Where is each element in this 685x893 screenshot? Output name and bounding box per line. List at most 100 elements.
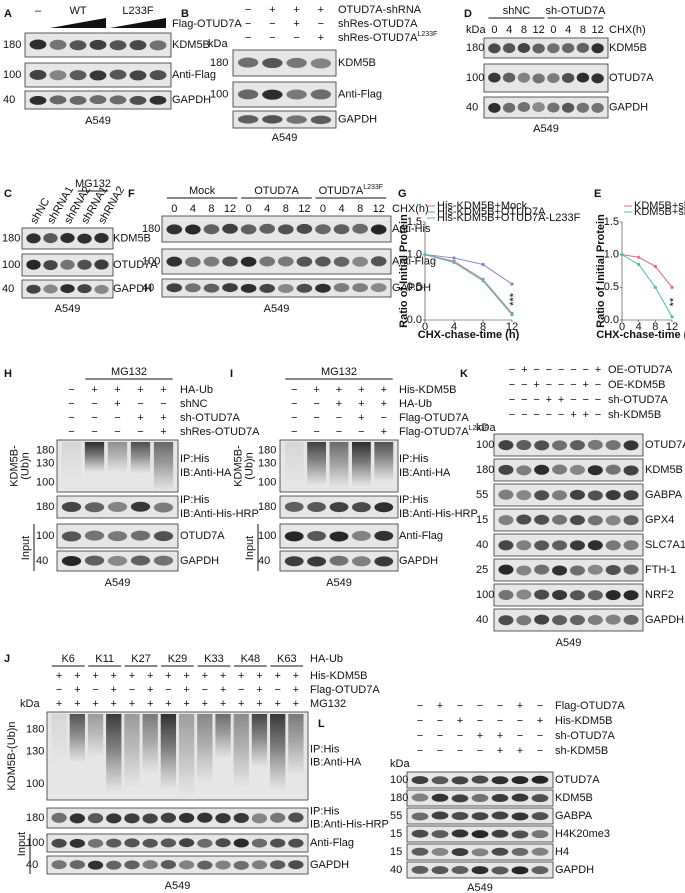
condition-sign: − bbox=[521, 394, 527, 406]
mw-marker: 40 bbox=[3, 94, 15, 106]
protein-band bbox=[411, 847, 429, 856]
time-label: 4 bbox=[506, 24, 512, 36]
protein-band bbox=[516, 540, 532, 551]
blot-label: IB:Anti-His-HRP bbox=[399, 508, 478, 520]
protein-band bbox=[288, 860, 304, 870]
blot-label: IP:His bbox=[310, 805, 340, 817]
protein-band bbox=[451, 829, 469, 838]
protein-band bbox=[451, 812, 469, 821]
protein-band bbox=[315, 256, 331, 267]
blot-label: GAPDH bbox=[645, 614, 684, 626]
protein-band bbox=[576, 42, 590, 53]
protein-band bbox=[552, 615, 568, 626]
time-label: 4 bbox=[338, 203, 344, 215]
data-point bbox=[653, 264, 657, 269]
condition-sign: − bbox=[91, 398, 97, 410]
condition-sign: − bbox=[291, 426, 297, 438]
blot-label: IB:Anti-HA bbox=[399, 467, 451, 479]
protein-band bbox=[284, 501, 304, 512]
condition-sign: − bbox=[533, 364, 539, 376]
protein-band bbox=[370, 256, 387, 267]
protein-band bbox=[451, 776, 469, 785]
group-label-sup: L233F bbox=[363, 184, 383, 191]
condition-sign: − bbox=[570, 364, 576, 376]
blot-label: OTUD7A bbox=[113, 259, 158, 271]
mw-marker: 15 bbox=[390, 828, 402, 840]
panel-letter: A bbox=[4, 8, 12, 20]
protein-band bbox=[587, 590, 603, 601]
protein-band bbox=[511, 793, 529, 802]
ub-smear bbox=[307, 442, 327, 486]
protein-band bbox=[94, 259, 109, 270]
ub-smear bbox=[160, 714, 177, 790]
protein-band bbox=[284, 531, 304, 542]
protein-band bbox=[516, 440, 532, 451]
condition-label: Flag-OTUD7A bbox=[555, 700, 625, 712]
condition-sign: + bbox=[497, 730, 503, 742]
condition-sign: − bbox=[537, 730, 543, 742]
condition-sign: + bbox=[381, 384, 387, 396]
protein-band bbox=[69, 838, 85, 848]
condition-sign: − bbox=[336, 426, 342, 438]
input-label: Input bbox=[16, 832, 28, 856]
protein-band bbox=[471, 866, 489, 875]
protein-band bbox=[286, 57, 307, 68]
condition-sign: + bbox=[546, 394, 552, 406]
time-label: 8 bbox=[580, 24, 586, 36]
protein-band bbox=[333, 256, 350, 267]
condition-sign: − bbox=[114, 426, 120, 438]
protein-band bbox=[531, 847, 549, 856]
condition-sign: − bbox=[56, 684, 62, 696]
protein-band bbox=[203, 256, 220, 267]
blot-label: NRF2 bbox=[645, 589, 674, 601]
protein-band bbox=[352, 283, 368, 293]
group-label-text: K29 bbox=[168, 653, 188, 665]
blot-membrane bbox=[483, 96, 609, 119]
blot-label: IP:His bbox=[399, 494, 429, 506]
cell-line: A549 bbox=[326, 577, 352, 589]
kda-label: kDa bbox=[208, 38, 228, 50]
protein-band bbox=[498, 440, 514, 451]
protein-band bbox=[107, 501, 128, 512]
time-label: 12 bbox=[373, 203, 385, 215]
condition-sign: + bbox=[595, 364, 601, 376]
protein-band bbox=[531, 830, 549, 839]
mw-marker: 100 bbox=[3, 69, 21, 81]
protein-band bbox=[43, 233, 58, 244]
group-label-text: K11 bbox=[95, 653, 114, 665]
protein-band bbox=[60, 284, 75, 294]
condition-sign: + bbox=[293, 684, 299, 696]
protein-band bbox=[605, 614, 621, 625]
protein-band bbox=[587, 465, 603, 476]
x-tick-label: 4 bbox=[636, 321, 642, 333]
data-point bbox=[670, 315, 674, 319]
blot-membrane bbox=[46, 711, 309, 801]
time-label: 8 bbox=[208, 203, 214, 215]
condition-sign: − bbox=[457, 745, 463, 757]
condition-sign: + bbox=[517, 700, 523, 712]
dose-wedge bbox=[50, 18, 106, 28]
protein-band bbox=[51, 812, 67, 823]
condition-label: His-KDM5B bbox=[399, 384, 456, 396]
condition-sign: − bbox=[437, 730, 443, 742]
condition-sign: − bbox=[595, 379, 601, 391]
ub-smear bbox=[284, 442, 304, 490]
protein-band bbox=[87, 838, 104, 848]
time-axis-label: CHX(h) bbox=[392, 203, 429, 215]
protein-band bbox=[431, 847, 449, 856]
protein-band bbox=[109, 95, 127, 105]
protein-band bbox=[531, 866, 549, 875]
protein-band bbox=[569, 540, 585, 551]
protein-band bbox=[259, 223, 276, 234]
protein-band bbox=[587, 564, 603, 575]
blot-membrane bbox=[406, 843, 554, 861]
x-axis-title: CHX-chase-time (h) bbox=[596, 329, 685, 341]
protein-band bbox=[203, 283, 220, 293]
group-label: K27 bbox=[131, 653, 151, 665]
protein-band bbox=[69, 95, 87, 105]
group-label-text: shNC bbox=[503, 5, 531, 17]
protein-band bbox=[517, 102, 531, 113]
condition-sign: + bbox=[318, 32, 324, 44]
protein-band bbox=[215, 838, 231, 848]
protein-band bbox=[517, 72, 531, 83]
